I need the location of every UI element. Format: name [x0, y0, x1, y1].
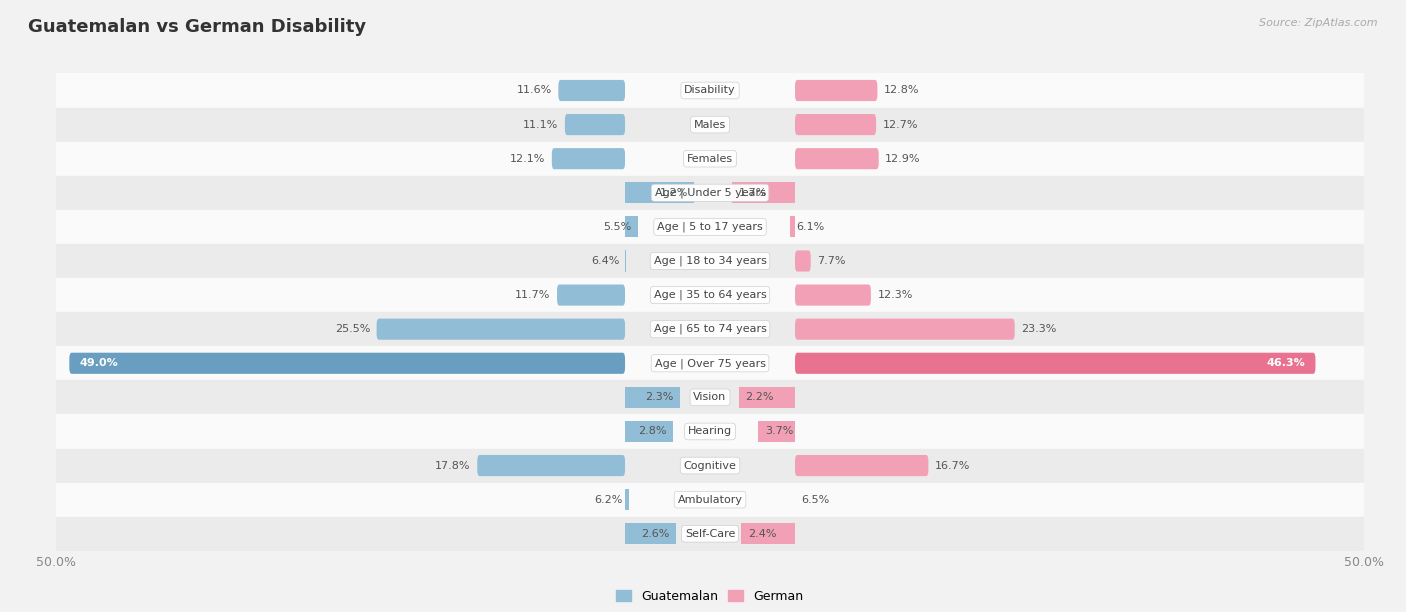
Text: 6.5%: 6.5%	[801, 494, 830, 505]
Bar	[741, 523, 794, 544]
Text: Vision: Vision	[693, 392, 727, 402]
FancyBboxPatch shape	[794, 80, 877, 101]
Text: Females: Females	[688, 154, 733, 163]
Text: 23.3%: 23.3%	[1021, 324, 1057, 334]
Text: Males: Males	[695, 119, 725, 130]
FancyBboxPatch shape	[794, 285, 870, 305]
Text: 12.3%: 12.3%	[877, 290, 912, 300]
Bar	[56, 278, 1364, 312]
Bar	[56, 380, 1364, 414]
FancyBboxPatch shape	[557, 285, 626, 305]
Text: 12.8%: 12.8%	[884, 86, 920, 95]
Text: 6.4%: 6.4%	[592, 256, 620, 266]
Text: 46.3%: 46.3%	[1267, 358, 1305, 368]
Text: Age | 35 to 64 years: Age | 35 to 64 years	[654, 290, 766, 300]
FancyBboxPatch shape	[565, 114, 626, 135]
Bar	[758, 421, 794, 442]
Text: Source: ZipAtlas.com: Source: ZipAtlas.com	[1260, 18, 1378, 28]
Text: 11.6%: 11.6%	[516, 86, 551, 95]
Text: Age | 18 to 34 years: Age | 18 to 34 years	[654, 256, 766, 266]
FancyBboxPatch shape	[377, 319, 626, 340]
Bar	[56, 312, 1364, 346]
Bar	[56, 483, 1364, 517]
Bar	[56, 517, 1364, 551]
Bar	[738, 387, 794, 408]
Text: 5.5%: 5.5%	[603, 222, 631, 232]
Text: 2.4%: 2.4%	[748, 529, 776, 539]
Text: 1.7%: 1.7%	[738, 188, 768, 198]
Text: Age | 5 to 17 years: Age | 5 to 17 years	[657, 222, 763, 232]
Text: Guatemalan vs German Disability: Guatemalan vs German Disability	[28, 18, 366, 36]
Text: Age | Over 75 years: Age | Over 75 years	[655, 358, 765, 368]
Text: Hearing: Hearing	[688, 427, 733, 436]
Text: Self-Care: Self-Care	[685, 529, 735, 539]
Text: 6.1%: 6.1%	[796, 222, 824, 232]
Legend: Guatemalan, German: Guatemalan, German	[612, 585, 808, 608]
Bar	[56, 414, 1364, 449]
Text: 6.2%: 6.2%	[595, 494, 623, 505]
Text: Disability: Disability	[685, 86, 735, 95]
Bar	[733, 182, 794, 203]
FancyBboxPatch shape	[794, 455, 928, 476]
Text: 7.7%: 7.7%	[817, 256, 846, 266]
Text: 3.7%: 3.7%	[765, 427, 793, 436]
Text: 2.2%: 2.2%	[745, 392, 773, 402]
FancyBboxPatch shape	[477, 455, 626, 476]
Bar	[56, 346, 1364, 380]
Bar	[790, 216, 794, 237]
Bar	[626, 216, 638, 237]
Text: 12.7%: 12.7%	[883, 119, 918, 130]
Bar	[626, 489, 628, 510]
Bar	[626, 182, 695, 203]
Bar	[56, 176, 1364, 210]
Text: 25.5%: 25.5%	[335, 324, 370, 334]
Text: 12.1%: 12.1%	[510, 154, 546, 163]
FancyBboxPatch shape	[794, 319, 1015, 340]
Text: 12.9%: 12.9%	[886, 154, 921, 163]
Text: Age | 65 to 74 years: Age | 65 to 74 years	[654, 324, 766, 334]
Bar	[626, 387, 681, 408]
FancyBboxPatch shape	[794, 114, 876, 135]
Text: 49.0%: 49.0%	[80, 358, 118, 368]
Bar	[626, 523, 676, 544]
Text: 16.7%: 16.7%	[935, 461, 970, 471]
Text: 2.6%: 2.6%	[641, 529, 669, 539]
Text: Cognitive: Cognitive	[683, 461, 737, 471]
Text: 17.8%: 17.8%	[436, 461, 471, 471]
Bar	[56, 244, 1364, 278]
Bar	[56, 108, 1364, 141]
FancyBboxPatch shape	[794, 250, 811, 272]
FancyBboxPatch shape	[551, 148, 626, 170]
FancyBboxPatch shape	[794, 148, 879, 170]
Bar	[626, 421, 673, 442]
FancyBboxPatch shape	[558, 80, 626, 101]
Text: 2.8%: 2.8%	[638, 427, 666, 436]
FancyBboxPatch shape	[794, 353, 1316, 374]
Bar	[56, 141, 1364, 176]
Bar	[56, 449, 1364, 483]
Text: 1.2%: 1.2%	[659, 188, 688, 198]
Text: Age | Under 5 years: Age | Under 5 years	[655, 187, 765, 198]
Text: Ambulatory: Ambulatory	[678, 494, 742, 505]
FancyBboxPatch shape	[69, 353, 626, 374]
Text: 11.7%: 11.7%	[515, 290, 551, 300]
Text: 2.3%: 2.3%	[645, 392, 673, 402]
Bar	[56, 73, 1364, 108]
Text: 11.1%: 11.1%	[523, 119, 558, 130]
Bar	[56, 210, 1364, 244]
